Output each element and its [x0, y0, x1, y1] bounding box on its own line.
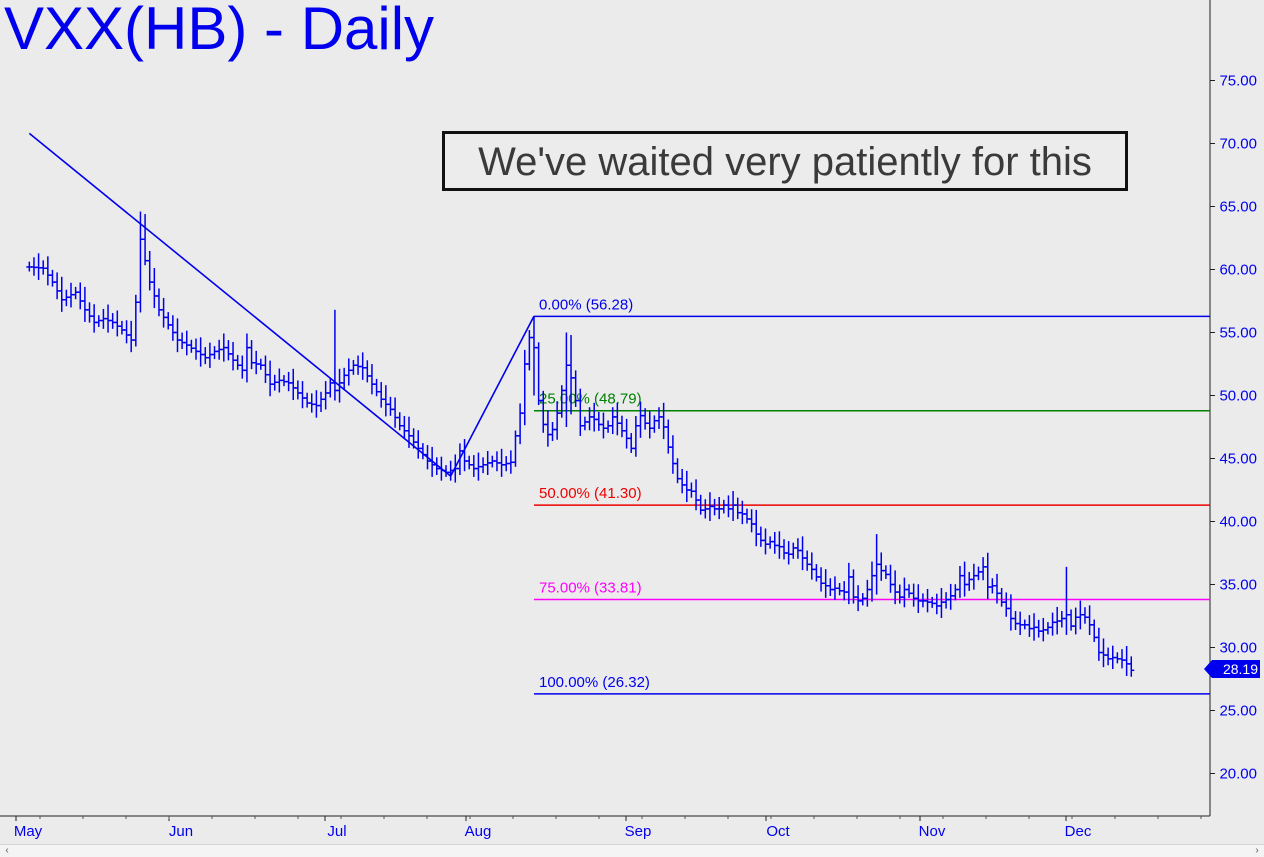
y-tick-label: 40.00	[1219, 514, 1257, 531]
chevron-left-icon[interactable]: ‹	[5, 845, 9, 856]
x-tick-label: Dec	[1065, 823, 1092, 840]
y-tick-label: 25.00	[1219, 703, 1257, 720]
fib-level-label: 50.00% (41.30)	[539, 485, 642, 502]
x-tick-label: May	[14, 823, 43, 840]
y-tick-label: 60.00	[1219, 262, 1257, 279]
chevron-right-icon[interactable]: ›	[1255, 845, 1259, 856]
fib-level-label: 0.00% (56.28)	[539, 296, 633, 313]
trendline	[28, 132, 452, 477]
y-tick-label: 45.00	[1219, 451, 1257, 468]
annotation-box: We've waited very patiently for this	[442, 131, 1128, 191]
fib-level-label: 25.00% (48.79)	[539, 391, 642, 408]
fib-level-label: 100.00% (26.32)	[539, 674, 650, 691]
fib-level-label: 75.00% (33.81)	[539, 579, 642, 596]
last-price-tag: 28.19	[1204, 660, 1260, 678]
y-tick-label: 20.00	[1219, 766, 1257, 783]
y-tick-label: 50.00	[1219, 388, 1257, 405]
x-tick-label: Sep	[625, 823, 652, 840]
x-tick-label: Nov	[919, 823, 946, 840]
chart-title: VXX(HB) - Daily	[4, 0, 435, 62]
y-tick-label: 75.00	[1219, 73, 1257, 90]
x-tick-label: Oct	[766, 823, 790, 840]
y-tick-label: 55.00	[1219, 325, 1257, 342]
y-tick-label: 35.00	[1219, 577, 1257, 594]
trendline	[449, 315, 535, 477]
y-tick-label: 70.00	[1219, 136, 1257, 153]
x-tick-label: Jun	[169, 823, 193, 840]
x-tick-label: Jul	[327, 823, 346, 840]
y-tick-label: 65.00	[1219, 199, 1257, 216]
x-tick-label: Aug	[465, 823, 492, 840]
y-tick-label: 30.00	[1219, 640, 1257, 657]
horizontal-scrollbar[interactable]: ‹ ›	[0, 844, 1264, 857]
